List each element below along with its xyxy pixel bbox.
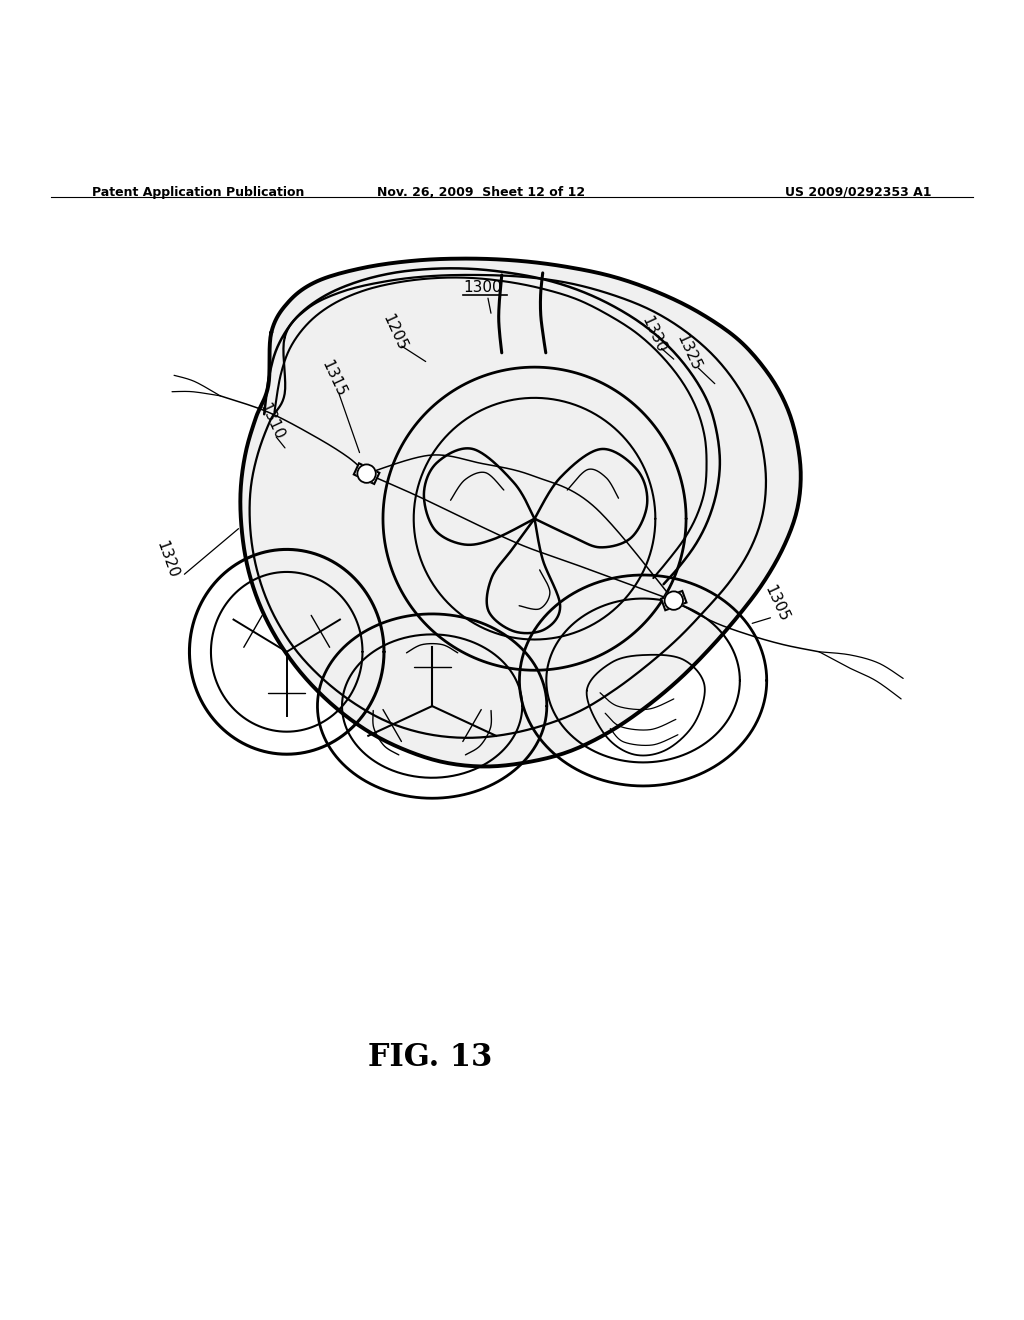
Text: Patent Application Publication: Patent Application Publication: [92, 186, 304, 199]
Text: 1320: 1320: [154, 539, 180, 581]
Text: US 2009/0292353 A1: US 2009/0292353 A1: [785, 186, 932, 199]
Text: 1330: 1330: [638, 314, 669, 355]
Text: 1300: 1300: [463, 280, 502, 296]
Text: 1325: 1325: [673, 333, 703, 374]
Polygon shape: [353, 463, 380, 484]
Text: 1310: 1310: [256, 401, 287, 442]
Text: 1315: 1315: [318, 358, 349, 399]
Text: Nov. 26, 2009  Sheet 12 of 12: Nov. 26, 2009 Sheet 12 of 12: [377, 186, 586, 199]
Circle shape: [665, 591, 683, 610]
Polygon shape: [241, 259, 801, 767]
Polygon shape: [662, 591, 686, 610]
Circle shape: [357, 465, 376, 483]
Text: 1305: 1305: [761, 583, 792, 624]
Text: FIG. 13: FIG. 13: [368, 1041, 493, 1073]
Text: 1205: 1205: [379, 312, 410, 352]
